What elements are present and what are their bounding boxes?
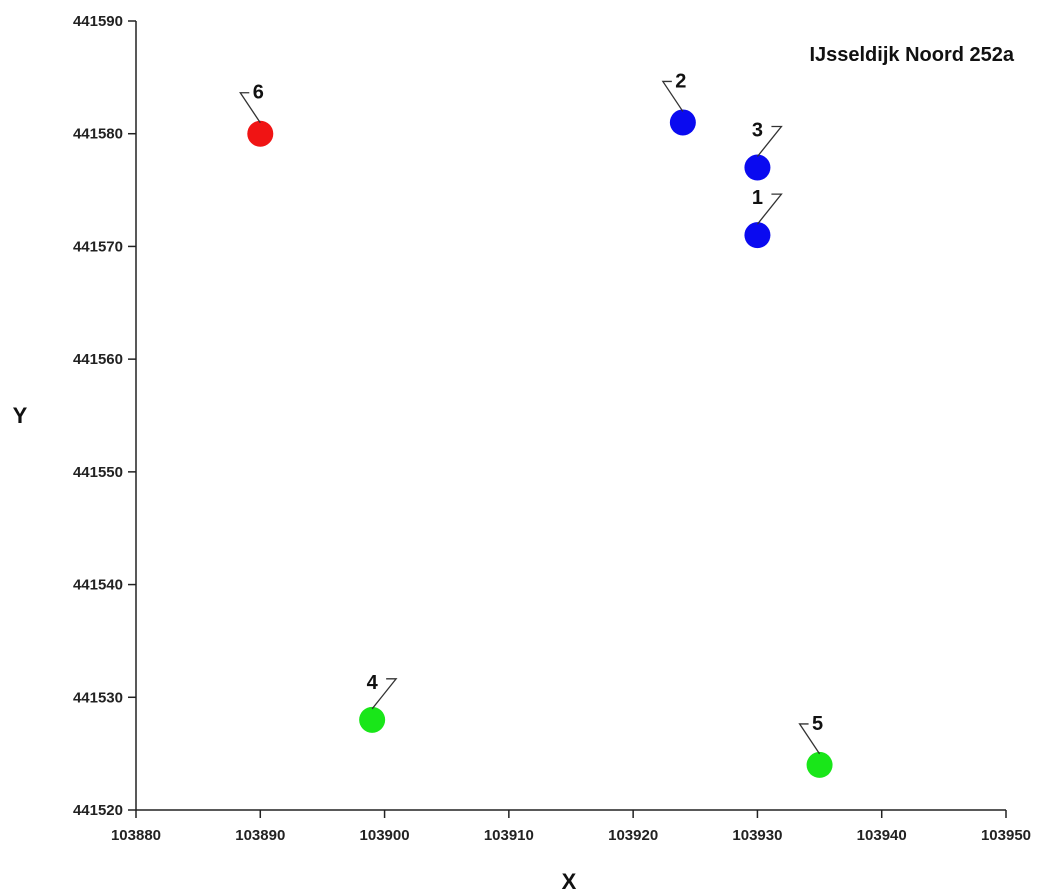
point-marker xyxy=(669,109,696,136)
data-point-4: 4 xyxy=(359,672,398,733)
x-tick-label: 103890 xyxy=(235,827,285,844)
x-tick-group: 103880 103890 103900 103910 103920 103930 1039… xyxy=(111,810,1031,844)
y-tick-label: 441540 xyxy=(73,577,123,594)
point-label: 3 xyxy=(752,120,763,142)
data-point-1: 1 xyxy=(744,187,783,249)
point-marker xyxy=(247,120,274,147)
data-point-2: 2 xyxy=(661,70,696,136)
x-tick-label: 103900 xyxy=(360,827,410,844)
x-tick-label: 103950 xyxy=(981,827,1031,844)
axes xyxy=(135,21,1006,811)
y-tick-label: 441520 xyxy=(73,802,123,819)
y-tick-label: 441570 xyxy=(73,238,123,255)
x-tick-label: 103940 xyxy=(857,827,907,844)
y-tick-label: 441590 xyxy=(73,13,123,30)
y-tick-label: 441550 xyxy=(73,464,123,481)
data-point-6: 6 xyxy=(239,82,274,147)
data-points: 1 2 3 4 5 6 xyxy=(239,70,833,778)
y-tick-label: 441530 xyxy=(73,689,123,706)
label-leader-line xyxy=(756,193,783,225)
point-marker xyxy=(359,706,386,733)
x-tick-label: 103880 xyxy=(111,827,161,844)
label-leader-line xyxy=(756,125,783,157)
point-label: 6 xyxy=(253,82,264,104)
point-marker xyxy=(806,751,833,778)
chart-title: IJsseldijk Noord 252a xyxy=(809,44,1014,66)
point-label: 4 xyxy=(367,672,379,694)
x-axis-title: X xyxy=(562,869,577,894)
y-tick-group: 441520 441530 441540 441550 441560 441570 4415… xyxy=(73,13,136,819)
y-tick-label: 441580 xyxy=(73,126,123,143)
label-leader-line xyxy=(239,92,261,124)
point-label: 2 xyxy=(675,70,686,92)
data-point-5: 5 xyxy=(798,713,833,778)
point-label: 5 xyxy=(812,713,823,735)
label-leader-line xyxy=(798,723,821,755)
y-axis-title: Y xyxy=(13,403,28,428)
y-tick-label: 441560 xyxy=(73,351,123,368)
point-label: 1 xyxy=(752,187,763,209)
data-point-3: 3 xyxy=(744,120,783,181)
label-leader-line xyxy=(661,80,684,112)
x-tick-label: 103910 xyxy=(484,827,534,844)
point-marker xyxy=(744,222,771,249)
point-marker xyxy=(744,154,771,181)
x-tick-label: 103920 xyxy=(608,827,658,844)
label-leader-line xyxy=(371,678,398,710)
x-tick-label: 103930 xyxy=(732,827,782,844)
